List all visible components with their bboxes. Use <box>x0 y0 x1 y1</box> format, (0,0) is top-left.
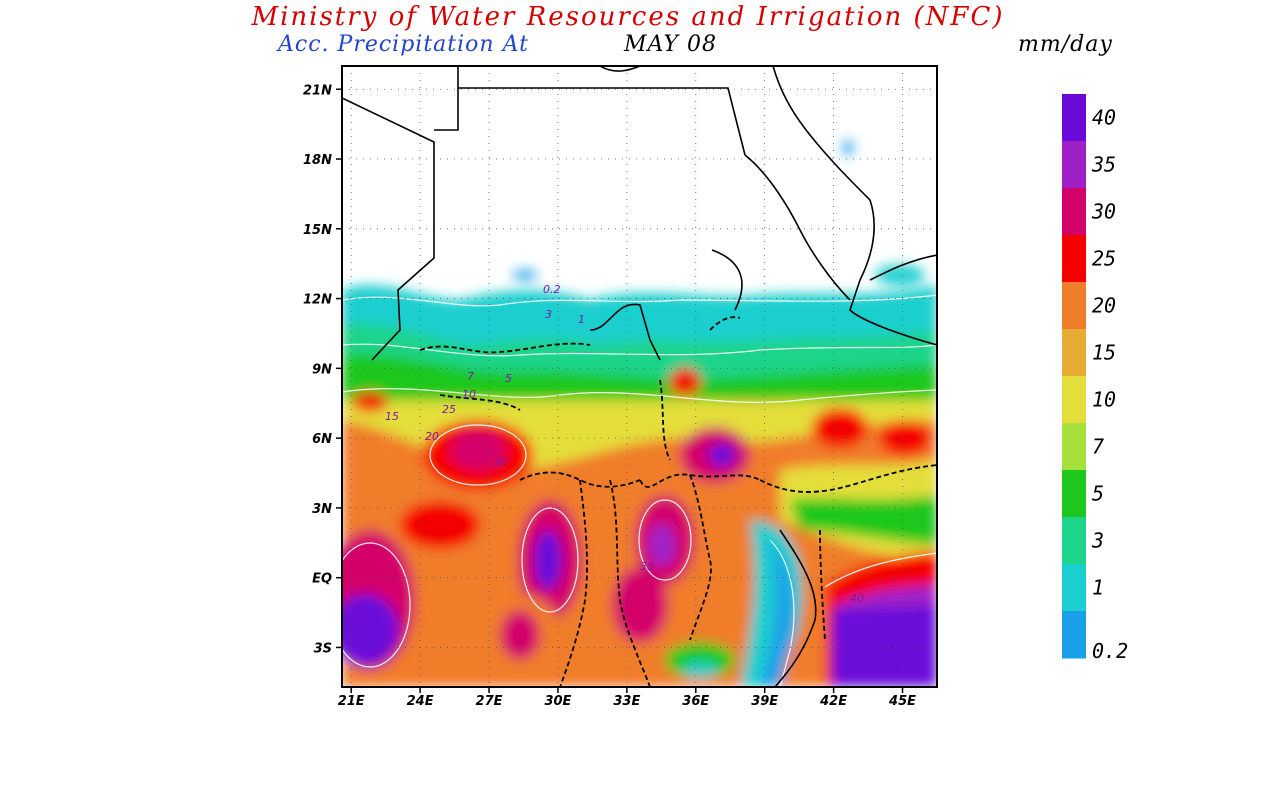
contour-label: 5 <box>505 372 512 385</box>
map-title: Ministry of Water Resources and Irrigati… <box>251 2 1005 32</box>
longitude-axis: 21E 24E 27E 30E 33E 36E 39E 42E 45E <box>338 687 916 709</box>
contour-labels: 0.2 1 3 5 7 10 15 20 25 30 35 40 <box>385 283 864 605</box>
colorbar-swatch <box>1062 141 1086 189</box>
colorbar-label: 5 <box>1092 482 1104 506</box>
lon-tick-label: 45E <box>888 694 916 709</box>
colorbar-swatch <box>1062 235 1086 283</box>
lon-tick-label: 21E <box>338 694 365 709</box>
colorbar-label: 7 <box>1092 435 1104 459</box>
colorbar-swatch <box>1062 470 1086 518</box>
colorbar-label: 40 <box>1092 106 1116 130</box>
contour-label: 10 <box>462 388 476 401</box>
colorbar-label: 30 <box>1091 200 1116 224</box>
map-date: MAY 08 <box>624 32 718 57</box>
colorbar-swatch <box>1062 188 1086 236</box>
contour-label: 25 <box>442 403 456 416</box>
map-subtitle: Acc. Precipitation At <box>278 32 529 57</box>
colorbar-label: 25 <box>1092 247 1116 271</box>
lat-tick-label: 21N <box>303 83 332 98</box>
lon-tick-label: 36E <box>682 694 709 709</box>
colorbar-label: 10 <box>1092 388 1116 412</box>
lon-tick-label: 39E <box>751 694 778 709</box>
colorbar-swatch <box>1062 329 1086 377</box>
colorbar-swatch <box>1062 611 1086 659</box>
contour-label: 30 <box>493 456 507 469</box>
colorbar-swatch <box>1062 517 1086 565</box>
colorbar-label: 3 <box>1091 529 1104 553</box>
lon-tick-label: 30E <box>544 694 571 709</box>
lat-tick-label: EQ <box>312 572 332 587</box>
colorbar-label: 0.2 <box>1092 639 1128 663</box>
units-label: mm/day <box>1018 32 1113 57</box>
lat-tick-label: 9N <box>312 362 332 377</box>
contour-label: 20 <box>425 430 439 443</box>
precip-fields <box>342 66 937 687</box>
disputed-borders <box>419 316 937 687</box>
colorbar-swatch <box>1062 423 1086 471</box>
colorbar: 40 35 30 25 20 15 10 7 5 3 1 0.2 <box>1062 94 1128 663</box>
map-frame <box>341 65 938 688</box>
colorbar-label: 20 <box>1092 294 1116 318</box>
contour-label: 35 <box>640 560 654 573</box>
contour-label: 7 <box>467 370 474 383</box>
lat-tick-label: 15N <box>303 223 332 238</box>
colorbar-label: 15 <box>1092 341 1116 365</box>
country-borders <box>342 66 937 361</box>
colorbar-swatch <box>1062 376 1086 424</box>
lat-tick-label: 3S <box>314 641 332 656</box>
colorbar-swatch <box>1062 564 1086 612</box>
coastline <box>774 254 937 687</box>
colorbar-swatch <box>1062 94 1086 142</box>
lon-tick-label: 33E <box>613 694 640 709</box>
colorbar-label: 35 <box>1091 153 1116 177</box>
latitude-axis: 21N 18N 15N 12N 9N 6N 3N EQ 3S <box>303 83 342 656</box>
contour-label: 3 <box>545 308 552 321</box>
contour-label: 15 <box>385 410 399 423</box>
colorbar-label: 1 <box>1092 576 1104 600</box>
contour-label: 40 <box>850 592 864 605</box>
lat-tick-label: 12N <box>303 293 332 308</box>
lat-tick-label: 6N <box>312 432 332 447</box>
colorbar-swatch <box>1062 282 1086 330</box>
lat-tick-label: 18N <box>303 153 332 168</box>
contour-label: 0.2 <box>543 283 561 296</box>
contour-label: 1 <box>578 313 585 326</box>
lon-tick-label: 27E <box>476 694 503 709</box>
lon-tick-label: 24E <box>407 694 434 709</box>
lat-tick-label: 3N <box>312 502 332 517</box>
lon-tick-label: 42E <box>819 694 847 709</box>
